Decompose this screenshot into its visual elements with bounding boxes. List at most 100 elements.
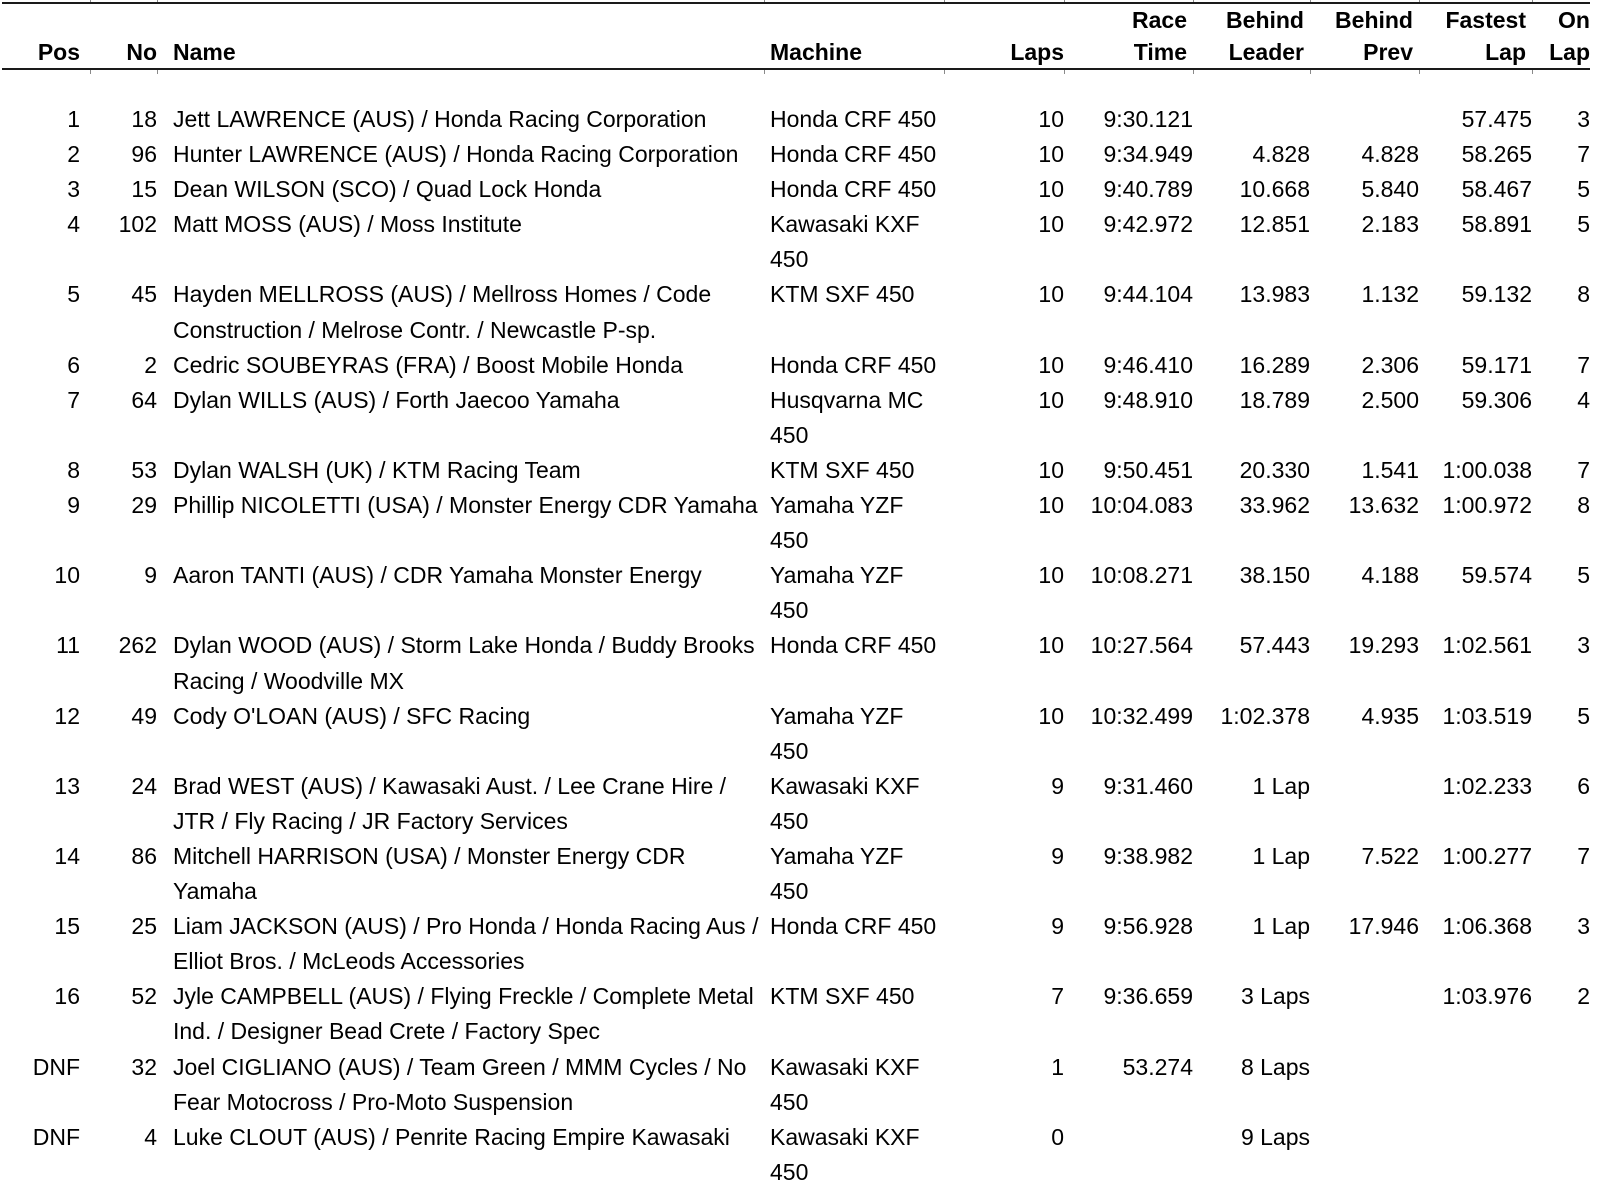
table-row: 2 96 Hunter LAWRENCE (AUS) / Honda Racin… bbox=[2, 137, 1590, 172]
cell-pos: 10 bbox=[54, 562, 80, 589]
cell-behind-prev: 2.500 bbox=[1361, 386, 1419, 413]
cell-machine: Yamaha YZF 450 bbox=[770, 842, 904, 905]
cell-race-time: 9:50.451 bbox=[1103, 456, 1193, 483]
cell-behind-prev: 2.183 bbox=[1361, 211, 1419, 238]
cell-name: Phillip NICOLETTI (USA) / Monster Energy… bbox=[173, 492, 758, 519]
cell-laps: 9 bbox=[1051, 913, 1064, 940]
cell-pos: 9 bbox=[67, 492, 80, 519]
cell-behind-prev: 7.522 bbox=[1361, 842, 1419, 869]
cell-no: 53 bbox=[131, 456, 157, 483]
table-row: 3 15 Dean WILSON (SCO) / Quad Lock Honda… bbox=[2, 172, 1590, 207]
cell-no: 18 bbox=[131, 106, 157, 132]
cell-race-time: 9:34.949 bbox=[1103, 141, 1193, 168]
cell-behind-leader: 10.668 bbox=[1239, 176, 1310, 203]
cell-on-lap: 2 bbox=[1577, 983, 1590, 1010]
cell-fastest-lap: 59.306 bbox=[1461, 386, 1532, 413]
cell-behind-leader: 18.789 bbox=[1239, 386, 1310, 413]
cell-behind-leader: 13.983 bbox=[1239, 281, 1310, 308]
cell-pos: 4 bbox=[67, 211, 80, 238]
cell-pos: 16 bbox=[54, 983, 80, 1010]
cell-machine: Yamaha YZF 450 bbox=[770, 492, 904, 554]
cell-name: Luke CLOUT (AUS) / Penrite Racing Empire… bbox=[173, 1123, 730, 1150]
cell-on-lap: 3 bbox=[1577, 913, 1590, 940]
cell-on-lap: 6 bbox=[1577, 772, 1590, 799]
cell-laps: 9 bbox=[1051, 772, 1064, 799]
table-row: 4 102 Matt MOSS (AUS) / Moss Institute K… bbox=[2, 207, 1590, 277]
cell-on-lap: 7 bbox=[1577, 842, 1590, 869]
cell-behind-prev bbox=[1310, 1050, 1419, 1120]
cell-machine: KTM SXF 450 bbox=[770, 456, 915, 483]
cell-on-lap: 8 bbox=[1577, 281, 1590, 308]
table-row: 16 52 Jyle CAMPBELL (AUS) / Flying Freck… bbox=[2, 979, 1590, 1049]
cell-behind-leader: 16.289 bbox=[1239, 351, 1310, 378]
header-name: Name bbox=[173, 39, 236, 65]
cell-name: Joel CIGLIANO (AUS) / Team Green / MMM C… bbox=[173, 1053, 747, 1115]
cell-machine: KTM SXF 450 bbox=[770, 983, 915, 1010]
cell-behind-leader: 57.443 bbox=[1239, 632, 1310, 659]
cell-behind-prev: 4.188 bbox=[1361, 562, 1419, 589]
cell-no: 24 bbox=[131, 772, 157, 799]
cell-pos: 8 bbox=[67, 456, 80, 483]
cell-behind-prev: 17.946 bbox=[1348, 913, 1419, 940]
cell-name: Hunter LAWRENCE (AUS) / Honda Racing Cor… bbox=[173, 141, 739, 168]
cell-pos: 2 bbox=[67, 141, 80, 168]
cell-name: Dean WILSON (SCO) / Quad Lock Honda bbox=[173, 176, 602, 203]
table-row: 13 24 Brad WEST (AUS) / Kawasaki Aust. /… bbox=[2, 769, 1590, 839]
cell-no: 45 bbox=[131, 281, 157, 308]
cell-machine: Kawasaki KXF 450 bbox=[770, 1123, 920, 1185]
cell-fastest-lap: 59.132 bbox=[1461, 281, 1532, 308]
cell-pos: 3 bbox=[67, 176, 80, 203]
cell-laps: 10 bbox=[1038, 351, 1064, 378]
cell-no: 64 bbox=[131, 386, 157, 413]
cell-behind-leader: 1 Lap bbox=[1252, 842, 1310, 869]
table-row: 1 18 Jett LAWRENCE (AUS) / Honda Racing … bbox=[2, 102, 1590, 137]
cell-race-time: 9:46.410 bbox=[1103, 351, 1193, 378]
cell-name: Liam JACKSON (AUS) / Pro Honda / Honda R… bbox=[173, 913, 759, 975]
table-row: 15 25 Liam JACKSON (AUS) / Pro Honda / H… bbox=[2, 909, 1590, 979]
cell-pos: DNF bbox=[32, 1123, 80, 1150]
table-row: 7 64 Dylan WILLS (AUS) / Forth Jaecoo Ya… bbox=[2, 383, 1590, 453]
cell-laps: 10 bbox=[1038, 211, 1064, 238]
cell-laps: 10 bbox=[1038, 106, 1064, 132]
cell-machine: Kawasaki KXF 450 bbox=[770, 211, 920, 273]
cell-machine: Husqvarna MC 450 bbox=[770, 386, 924, 448]
cell-on-lap: 5 bbox=[1577, 702, 1590, 729]
header-race-time: Race Time bbox=[1132, 7, 1187, 65]
table-row: 5 45 Hayden MELLROSS (AUS) / Mellross Ho… bbox=[2, 277, 1590, 347]
cell-behind-prev: 2.306 bbox=[1361, 351, 1419, 378]
cell-fastest-lap: 1:02.561 bbox=[1442, 632, 1532, 659]
cell-behind-prev bbox=[1310, 1120, 1419, 1190]
cell-name: Brad WEST (AUS) / Kawasaki Aust. / Lee C… bbox=[173, 772, 727, 834]
cell-behind-prev bbox=[1310, 979, 1419, 1049]
cell-name: Jett LAWRENCE (AUS) / Honda Racing Corpo… bbox=[173, 106, 707, 132]
cell-fastest-lap: 1:00.038 bbox=[1442, 456, 1532, 483]
cell-pos: 13 bbox=[54, 772, 80, 799]
cell-laps: 10 bbox=[1038, 562, 1064, 589]
cell-no: 29 bbox=[131, 492, 157, 519]
table-row: 14 86 Mitchell HARRISON (USA) / Monster … bbox=[2, 839, 1590, 909]
cell-behind-leader: 38.150 bbox=[1239, 562, 1310, 589]
cell-pos: 12 bbox=[54, 702, 80, 729]
cell-laps: 1 bbox=[1051, 1053, 1064, 1080]
cell-fastest-lap: 1:03.519 bbox=[1442, 702, 1532, 729]
cell-fastest-lap bbox=[1419, 1050, 1532, 1120]
cell-no: 96 bbox=[131, 141, 157, 168]
cell-machine: Yamaha YZF 450 bbox=[770, 702, 904, 764]
cell-laps: 10 bbox=[1038, 176, 1064, 203]
table-row: 10 9 Aaron TANTI (AUS) / CDR Yamaha Mons… bbox=[2, 558, 1590, 628]
cell-race-time: 9:38.982 bbox=[1103, 842, 1193, 869]
cell-no: 52 bbox=[131, 983, 157, 1010]
cell-laps: 10 bbox=[1038, 281, 1064, 308]
cell-behind-leader: 1:02.378 bbox=[1220, 702, 1310, 729]
cell-fastest-lap: 58.891 bbox=[1461, 211, 1532, 238]
cell-on-lap: 3 bbox=[1577, 106, 1590, 132]
cell-fastest-lap: 1:00.277 bbox=[1442, 842, 1532, 869]
cell-behind-leader: 8 Laps bbox=[1240, 1053, 1310, 1080]
cell-on-lap: 5 bbox=[1577, 176, 1590, 203]
cell-no: 32 bbox=[131, 1053, 157, 1080]
cell-race-time: 53.274 bbox=[1122, 1053, 1193, 1080]
cell-laps: 7 bbox=[1051, 983, 1064, 1010]
cell-name: Aaron TANTI (AUS) / CDR Yamaha Monster E… bbox=[173, 562, 702, 589]
cell-fastest-lap: 1:02.233 bbox=[1442, 772, 1532, 799]
